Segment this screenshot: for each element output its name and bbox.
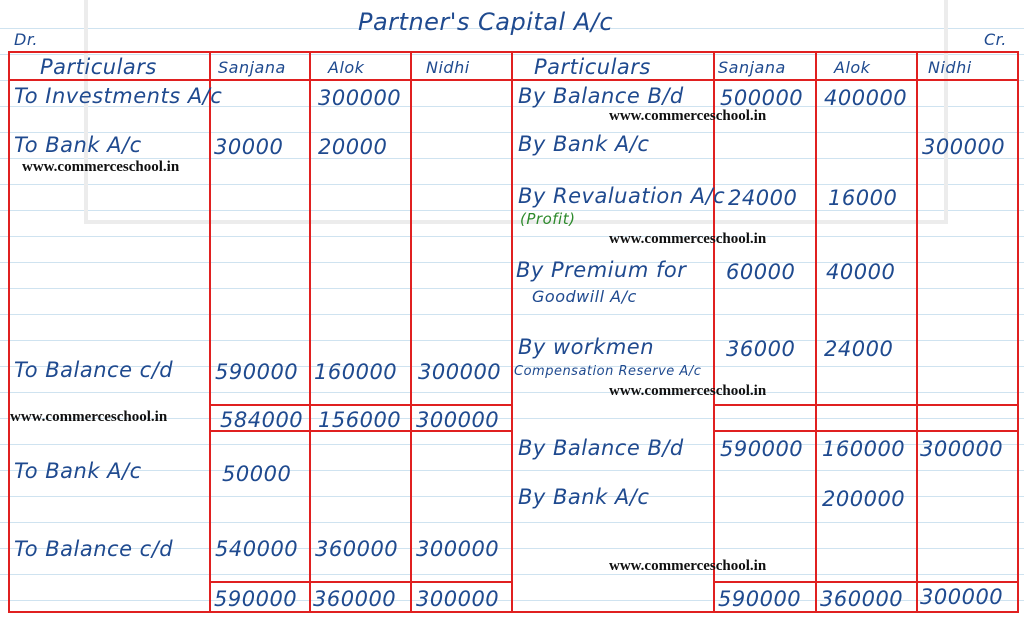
- page-title: Partner's Capital A/c: [358, 8, 614, 36]
- left-balance-cd2-alok: 360000: [315, 537, 399, 561]
- left-total2-sanjana: 590000: [214, 587, 298, 611]
- watermark: www.commerceschool.in: [609, 231, 767, 247]
- right-balance-bd2-alok: 160000: [822, 437, 906, 461]
- right-balance-bd-label: By Balance B/d: [518, 84, 684, 108]
- right-balance-bd-sanjana: 500000: [720, 86, 804, 110]
- right-premium-sanjana: 60000: [726, 260, 796, 284]
- right-wcr-label-1: By workmen: [518, 335, 655, 359]
- right-revaluation-alok: 16000: [828, 186, 898, 210]
- left-balance-cd-alok: 160000: [314, 360, 398, 384]
- left-header-sanjana: Sanjana: [218, 58, 286, 77]
- right-header-nidhi: Nidhi: [928, 58, 972, 77]
- right-total2-sanjana: 590000: [718, 587, 802, 611]
- right-wcr-sanjana: 36000: [726, 337, 796, 361]
- right-bank-nidhi: 300000: [922, 135, 1006, 159]
- left-header-nidhi: Nidhi: [426, 58, 470, 77]
- right-wcr-label-2: Compensation Reserve A/c: [514, 364, 702, 379]
- right-premium-label-1: By Premium for: [516, 258, 687, 282]
- left-balance-cd-label: To Balance c/d: [14, 358, 174, 382]
- left-balance-cd2-nidhi: 300000: [416, 537, 500, 561]
- watermark: www.commerceschool.in: [609, 383, 767, 399]
- left-bank2-sanjana: 50000: [222, 462, 292, 486]
- left-header-alok: Alok: [328, 58, 365, 77]
- left-bank-alok: 20000: [318, 135, 388, 159]
- right-header-particulars: Particulars: [534, 55, 651, 79]
- dr-label: Dr.: [14, 30, 39, 49]
- left-balance-cd2-sanjana: 540000: [215, 537, 299, 561]
- watermark: www.commerceschool.in: [609, 108, 767, 124]
- left-bank-sanjana: 30000: [214, 135, 284, 159]
- right-header-sanjana: Sanjana: [718, 58, 786, 77]
- right-revaluation-label: By Revaluation A/c: [518, 184, 726, 208]
- left-total1-alok: 156000: [318, 408, 402, 432]
- right-balance-bd2-label: By Balance B/d: [518, 436, 684, 460]
- left-total1-nidhi: 300000: [416, 408, 500, 432]
- left-total2-alok: 360000: [313, 587, 397, 611]
- right-premium-alok: 40000: [826, 260, 896, 284]
- right-wcr-alok: 24000: [824, 337, 894, 361]
- window-shadow: [84, 0, 948, 224]
- right-revaluation-note: (Profit): [520, 210, 576, 228]
- left-investments-alok: 300000: [318, 86, 402, 110]
- watermark: www.commerceschool.in: [22, 159, 180, 175]
- right-premium-label-2: Goodwill A/c: [532, 287, 637, 306]
- watermark: www.commerceschool.in: [609, 558, 767, 574]
- right-bank-label: By Bank A/c: [518, 132, 650, 156]
- right-total2-nidhi: 300000: [920, 585, 1004, 609]
- right-revaluation-sanjana: 24000: [728, 186, 798, 210]
- right-header-alok: Alok: [834, 58, 871, 77]
- left-bank-label: To Bank A/c: [14, 133, 142, 157]
- left-investments-label: To Investments A/c: [14, 84, 223, 108]
- left-total1-sanjana: 584000: [220, 408, 304, 432]
- right-bank2-alok: 200000: [822, 487, 906, 511]
- right-balance-bd-alok: 400000: [824, 86, 908, 110]
- left-balance-cd-sanjana: 590000: [215, 360, 299, 384]
- right-bank2-label: By Bank A/c: [518, 485, 650, 509]
- watermark: www.commerceschool.in: [10, 409, 168, 425]
- right-balance-bd2-sanjana: 590000: [720, 437, 804, 461]
- left-header-particulars: Particulars: [40, 55, 157, 79]
- cr-label: Cr.: [984, 30, 1007, 49]
- left-balance-cd-nidhi: 300000: [418, 360, 502, 384]
- left-balance-cd2-label: To Balance c/d: [14, 537, 174, 561]
- left-bank2-label: To Bank A/c: [14, 459, 142, 483]
- right-balance-bd2-nidhi: 300000: [920, 437, 1004, 461]
- left-total2-nidhi: 300000: [416, 587, 500, 611]
- right-total2-alok: 360000: [820, 587, 904, 611]
